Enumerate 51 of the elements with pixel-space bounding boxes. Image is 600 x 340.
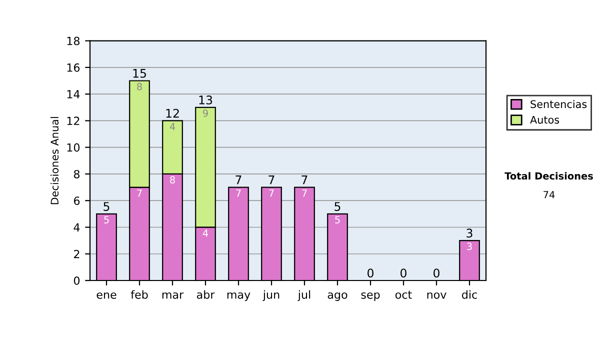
total-label: 15 [133,69,146,78]
text: 74 [544,191,555,198]
data-label: 5 [104,216,109,224]
x-tick-label: abr [196,290,215,299]
data-label: 8 [137,82,142,90]
total-label: 3 [466,228,472,238]
x-tick-label: nov [427,292,446,299]
data-label: 5 [335,216,340,224]
x-tick-label: oct [395,290,412,299]
x-tick-label: mar [162,292,184,299]
y-axis-title: Decisiones Anual [50,117,59,204]
y-tick-label: 16 [67,63,80,72]
x-tick-label: may [227,292,250,301]
x-tick-label: jun [262,290,280,301]
y-tick-label: 10 [67,143,80,152]
data-label: 8 [170,176,175,184]
data-label: 4 [170,122,176,130]
x-tick-label: dic [462,290,477,299]
x-tick-label: ene [96,292,116,299]
y-tick-label: 14 [67,90,80,98]
x-tick-label: feb [130,290,148,299]
y-tick-label: 12 [67,116,80,125]
y-tick-label: 8 [74,170,80,178]
y-tick-label: 6 [74,196,80,205]
y-tick-label: 0 [74,276,80,285]
total-label: 12 [166,108,179,118]
y-tick-label: 18 [67,36,80,46]
total-label: 0 [368,268,374,278]
data-label: 9 [203,110,208,117]
x-tick-label: ago [328,292,348,301]
total-label: 5 [334,202,340,211]
total-label: 5 [104,202,110,211]
legend-label: Autos [530,116,560,124]
data-label: 4 [202,230,208,237]
y-tick-label: 2 [74,250,80,258]
x-tick-label: sep [361,292,380,301]
text: Total Decisiones [504,172,593,180]
total-label: 7 [302,176,308,184]
data-label: 7 [137,190,142,197]
x-tick-label: jul [298,290,310,301]
total-label: 7 [268,176,274,184]
total-label: 0 [400,268,406,278]
total-label: 7 [236,176,242,184]
total-label: 13 [199,96,212,104]
data-label: 3 [467,242,472,250]
data-label: 7 [302,190,307,197]
y-tick-label: 4 [74,223,80,232]
data-label: 7 [236,190,241,197]
data-label: 7 [269,190,274,197]
total-label: 0 [434,268,440,278]
legend-label: Sentencias [530,100,587,108]
